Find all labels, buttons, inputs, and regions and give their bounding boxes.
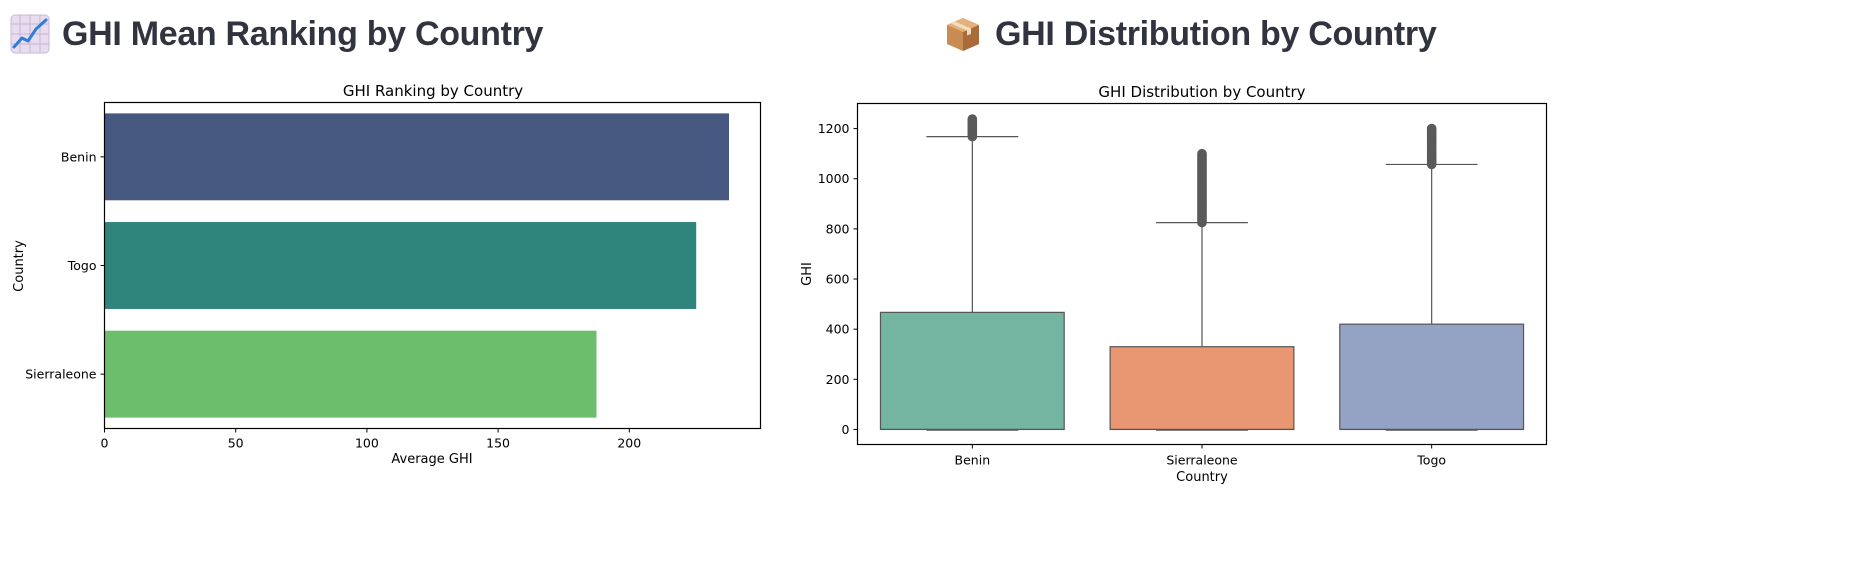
distribution-heading: GHI Distribution by Country	[995, 14, 1437, 53]
box-ytick-label: 400	[826, 322, 850, 337]
box-chart-ylabel: GHI	[800, 262, 815, 286]
box-ytick-label: 800	[826, 221, 850, 236]
bar-xtick-label: 100	[355, 436, 379, 451]
box-sierraleone	[1109, 148, 1295, 431]
bar-xtick-label: 50	[228, 436, 244, 451]
outlier-point	[1197, 148, 1207, 159]
ranking-bar-chart: GHI Ranking by Country Benin Togo Sierrale…	[12, 82, 762, 467]
bar-chart-xlabel: Average GHI	[391, 452, 472, 467]
outlier-point	[1426, 123, 1437, 134]
bar-togo	[104, 222, 697, 309]
ranking-heading: GHI Mean Ranking by Country	[62, 14, 544, 53]
bar-benin	[104, 113, 730, 201]
ranking-section: GHI Mean Ranking by Country GHI Ranking …	[10, 14, 762, 467]
distribution-box-chart: GHI Distribution by Country Benin Sierral…	[800, 83, 1548, 485]
box-ytick-label: 600	[826, 272, 850, 287]
bar-xtick-label: 150	[486, 436, 510, 451]
bar-xtick-label: 200	[617, 436, 641, 451]
outlier-point	[967, 114, 978, 124]
bar-chart-ylabel: Country	[12, 240, 27, 292]
box-chart-title: GHI Distribution by Country	[1098, 83, 1305, 101]
box-ytick-label: 0	[842, 422, 850, 437]
iqr-box	[1109, 346, 1295, 431]
distribution-heading-row: GHI Distribution by Country	[943, 14, 1437, 54]
box-xtick-label: Benin	[955, 453, 991, 468]
chart-increasing-icon	[10, 14, 50, 54]
bar-ytick-label: Togo	[67, 258, 97, 273]
box-xtick-label: Togo	[1416, 453, 1446, 468]
bar-ytick-label: Benin	[61, 149, 97, 164]
box-togo	[1339, 123, 1525, 431]
bar-chart-title: GHI Ranking by Country	[343, 82, 523, 100]
box-chart-xlabel: Country	[1176, 470, 1228, 485]
bar-xtick-label: 0	[101, 436, 109, 451]
box-ytick-label: 1000	[818, 171, 850, 186]
bar-ytick-label: Sierraleone	[25, 367, 97, 382]
box-xtick-label: Sierraleone	[1166, 453, 1238, 468]
package-box-icon	[947, 18, 979, 51]
iqr-box	[1339, 323, 1525, 431]
ranking-heading-row: GHI Mean Ranking by Country	[10, 14, 543, 54]
box-ytick-label: 1200	[818, 121, 850, 136]
bar-sierraleone	[104, 330, 597, 418]
box-benin	[879, 114, 1065, 431]
iqr-box	[879, 311, 1065, 431]
box-ytick-label: 200	[826, 372, 850, 387]
distribution-section: GHI Distribution by Country GHI Distribu…	[800, 0, 1851, 582]
